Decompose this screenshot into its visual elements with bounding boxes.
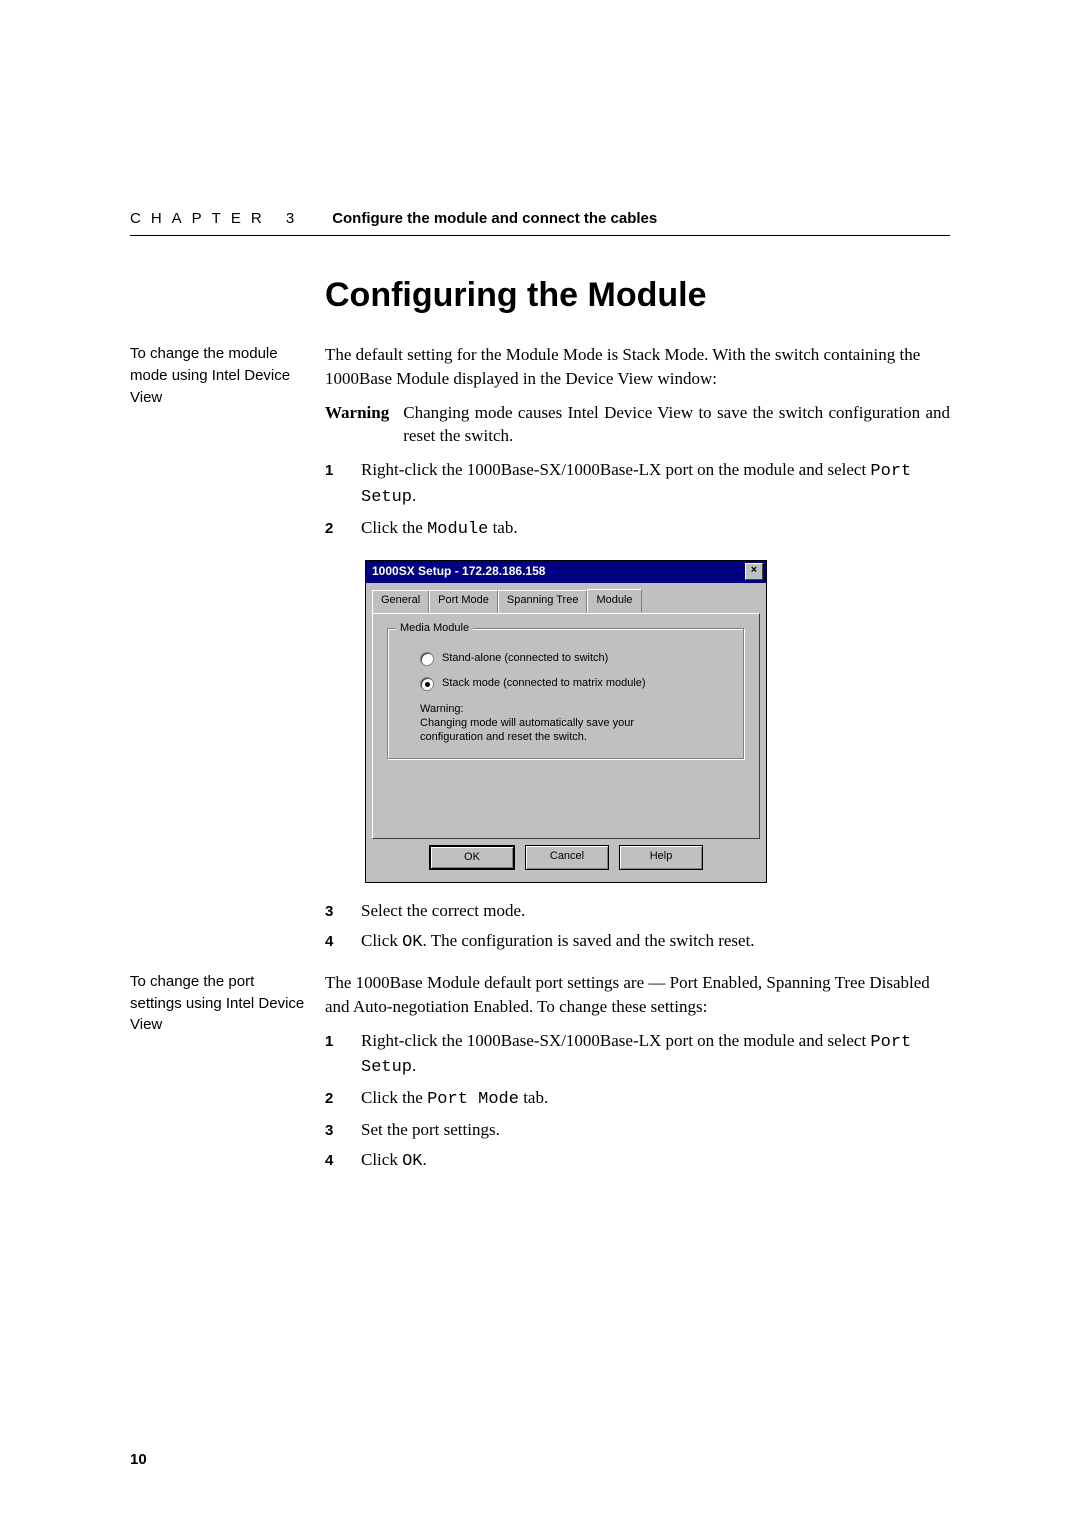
intro-text: The 1000Base Module default port setting… — [325, 971, 950, 1019]
step-text: Right-click the 1000Base-SX/1000Base-LX … — [361, 458, 950, 510]
dialog-titlebar: 1000SX Setup - 172.28.186.158 × — [366, 561, 766, 583]
step-number: 1 — [325, 458, 343, 510]
fieldset-media-module: Media Module Stand-alone (connected to s… — [387, 628, 745, 760]
tab-panel-module: Media Module Stand-alone (connected to s… — [372, 613, 760, 839]
step-number: 4 — [325, 1148, 343, 1174]
dialog-button-row: OK Cancel Help — [366, 845, 766, 882]
tab-spanning-tree[interactable]: Spanning Tree — [498, 590, 588, 614]
step-number: 3 — [325, 1118, 343, 1142]
radio-label: Stack mode (connected to matrix module) — [442, 676, 646, 691]
page-number: 10 — [130, 1451, 147, 1468]
tab-general[interactable]: General — [372, 590, 429, 614]
step-row: 2 Click the Module tab. — [325, 516, 950, 542]
step-number: 2 — [325, 1086, 343, 1112]
step-text: Click the Port Mode tab. — [361, 1086, 950, 1112]
step-number: 2 — [325, 516, 343, 542]
step-text: Click OK. — [361, 1148, 950, 1174]
chapter-label: CHAPTER 3 — [130, 210, 304, 227]
step-row: 2 Click the Port Mode tab. — [325, 1086, 950, 1112]
radio-icon — [420, 677, 434, 691]
step-text: Right-click the 1000Base-SX/1000Base-LX … — [361, 1029, 950, 1081]
tab-module[interactable]: Module — [587, 589, 641, 613]
step-row: 3 Set the port settings. — [325, 1118, 950, 1142]
step-text: Set the port settings. — [361, 1118, 950, 1142]
step-row: 1 Right-click the 1000Base-SX/1000Base-L… — [325, 458, 950, 510]
radio-stack-mode[interactable]: Stack mode (connected to matrix module) — [420, 676, 730, 691]
cancel-button[interactable]: Cancel — [525, 845, 609, 870]
step-text: Click OK. The configuration is saved and… — [361, 929, 950, 955]
step-text: Click the Module tab. — [361, 516, 950, 542]
tab-strip: General Port Mode Spanning Tree Module — [366, 583, 766, 613]
step-row: 1 Right-click the 1000Base-SX/1000Base-L… — [325, 1029, 950, 1081]
side-note-module-mode: To change the module mode using Intel De… — [130, 343, 305, 961]
step-row: 4 Click OK. — [325, 1148, 950, 1174]
tab-port-mode[interactable]: Port Mode — [429, 590, 498, 614]
ok-button[interactable]: OK — [429, 845, 515, 870]
step-number: 3 — [325, 899, 343, 923]
page-header: CHAPTER 3 Configure the module and conne… — [130, 210, 950, 236]
step-number: 1 — [325, 1029, 343, 1081]
step-number: 4 — [325, 929, 343, 955]
help-button[interactable]: Help — [619, 845, 703, 870]
fieldset-legend: Media Module — [396, 621, 473, 636]
close-button[interactable]: × — [745, 563, 763, 580]
dialog-title: 1000SX Setup - 172.28.186.158 — [372, 563, 545, 580]
step-row: 3 Select the correct mode. — [325, 899, 950, 923]
intro-text: The default setting for the Module Mode … — [325, 343, 950, 391]
warning-label: Warning — [325, 401, 389, 449]
page-title: Configuring the Module — [325, 276, 950, 315]
warning-text: Changing mode causes Intel Device View t… — [403, 401, 950, 449]
dialog-warning: Warning: Changing mode will automaticall… — [420, 702, 730, 745]
warning-block: Warning Changing mode causes Intel Devic… — [325, 401, 950, 449]
radio-icon — [420, 652, 434, 666]
dialog-1000sx-setup: 1000SX Setup - 172.28.186.158 × General … — [365, 560, 767, 884]
radio-label: Stand-alone (connected to switch) — [442, 651, 608, 666]
step-text: Select the correct mode. — [361, 899, 950, 923]
step-row: 4 Click OK. The configuration is saved a… — [325, 929, 950, 955]
radio-standalone[interactable]: Stand-alone (connected to switch) — [420, 651, 730, 666]
section-title: Configure the module and connect the cab… — [332, 210, 657, 227]
side-note-port-settings: To change the port settings using Intel … — [130, 971, 305, 1180]
